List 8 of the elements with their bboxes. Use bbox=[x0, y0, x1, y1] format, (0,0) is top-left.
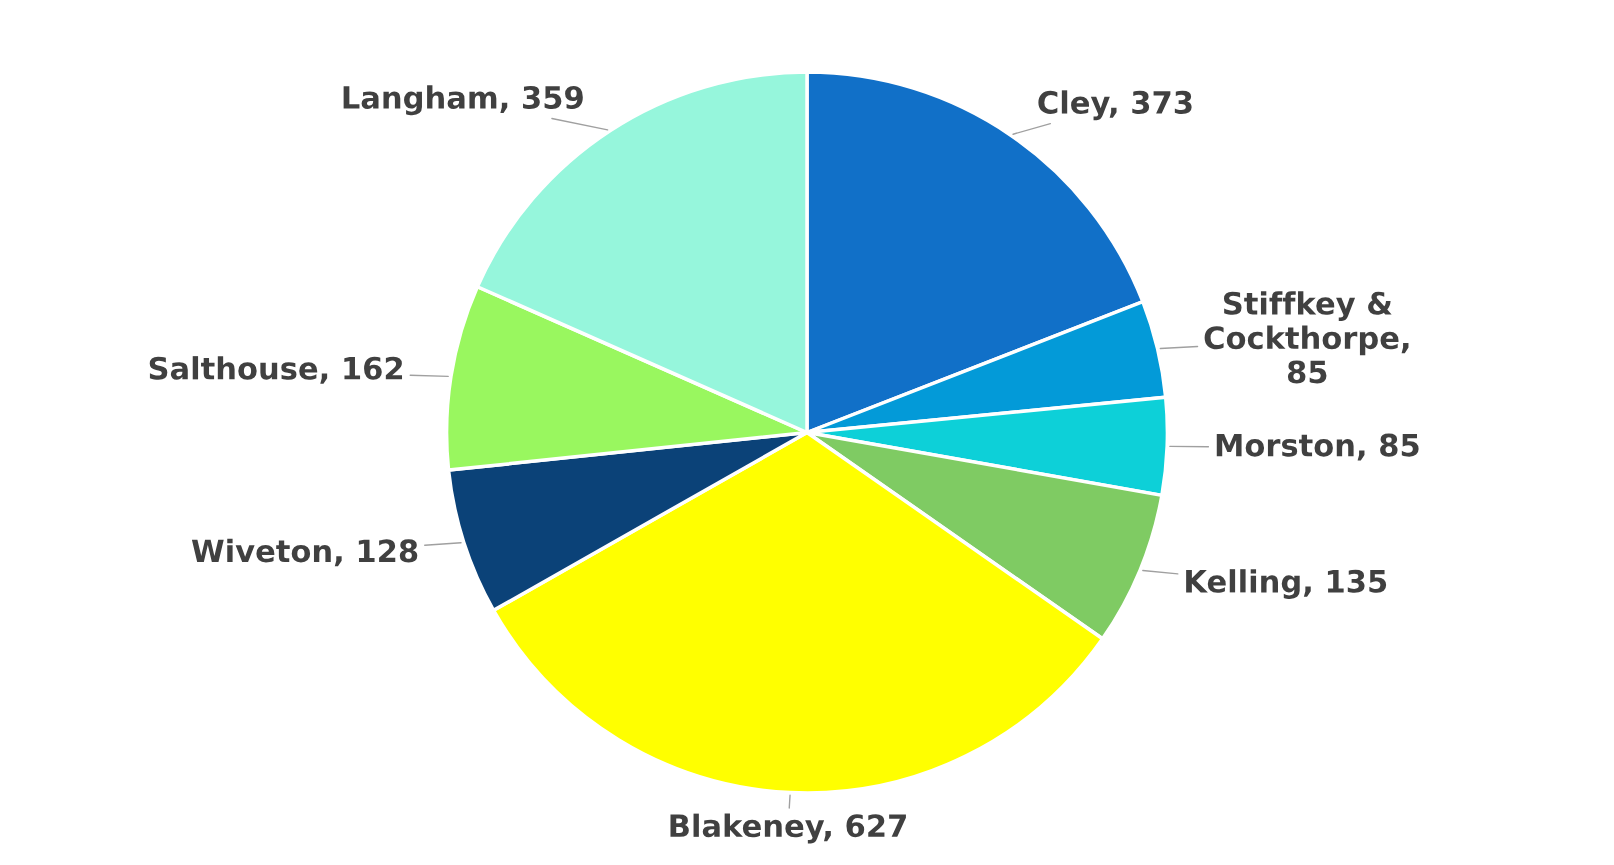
slice-label: Cley, 373 bbox=[1038, 90, 1192, 121]
slice-label: Salthouse, 162 bbox=[149, 356, 403, 384]
slice-label: Wiveton, 128 bbox=[191, 538, 418, 567]
slice-label: Langham, 359 bbox=[343, 85, 583, 116]
slice-label: Morston, 85 bbox=[1216, 433, 1419, 461]
slice-label: Blakeney, 627 bbox=[670, 813, 906, 844]
slice-label: Stiffkey & Cockthorpe, 85 bbox=[1204, 291, 1409, 384]
slice-label: Kelling, 135 bbox=[1186, 569, 1387, 599]
